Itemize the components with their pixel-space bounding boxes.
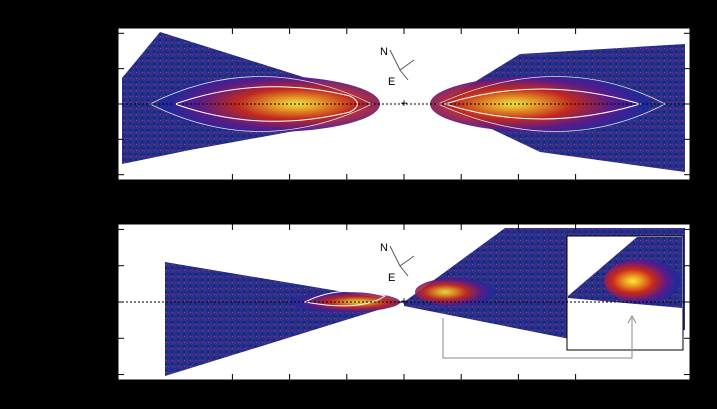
x-tick-label: 0: [401, 385, 407, 397]
y-tick-label: 2: [108, 27, 114, 39]
compass-north: N: [380, 46, 388, 58]
y-tick-label: 2: [108, 223, 114, 235]
y-tick-label: -2: [104, 169, 114, 181]
star-marker: +: [400, 294, 407, 308]
pointer: [442, 318, 633, 359]
x-tick-label: -2: [342, 385, 352, 397]
disk-image: [165, 262, 404, 376]
x-tick-label: 0: [401, 185, 407, 197]
x-tick-label: 6: [573, 385, 579, 397]
x-tick-label: -6: [228, 385, 238, 397]
y-tick-label: -1: [104, 133, 114, 145]
x-tick-label: -4: [285, 385, 295, 397]
compass: [389, 49, 415, 81]
pointer-head: [627, 314, 637, 324]
x-tick-label: 4: [515, 185, 521, 197]
x-tick-label: 2: [458, 185, 464, 197]
y-tick-label: 0: [108, 98, 114, 110]
compass-east: E: [388, 76, 395, 88]
disk-core: [415, 278, 495, 306]
contour: [303, 290, 387, 307]
y-tick-label: 0: [108, 296, 114, 308]
y-axis-label: arcsec: [88, 285, 100, 318]
x-axis-label: distance to the star in arcsec: [330, 396, 471, 408]
y-tick-label: -2: [104, 368, 114, 380]
contour: [437, 76, 666, 132]
contour: [173, 86, 358, 122]
x-tick-label: 4: [515, 385, 521, 397]
compass-east: E: [388, 272, 395, 284]
x-tick-label: 2: [458, 385, 464, 397]
inset-core: [604, 259, 680, 303]
x-tick-label: 6: [573, 185, 579, 197]
x-tick-label: -4: [285, 185, 295, 197]
star-marker: +: [400, 96, 407, 110]
y-tick-label: -1: [104, 332, 114, 344]
y-tick-label: 1: [108, 260, 114, 272]
x-tick-label: -2: [342, 185, 352, 197]
compass-north: N: [380, 242, 388, 254]
compass: [389, 245, 415, 277]
x-tick-label: -6: [228, 185, 238, 197]
x-axis-label: distance to the star in arcsec: [330, 196, 471, 208]
y-axis-label: arcsec: [88, 87, 100, 120]
y-tick-label: 1: [108, 63, 114, 75]
